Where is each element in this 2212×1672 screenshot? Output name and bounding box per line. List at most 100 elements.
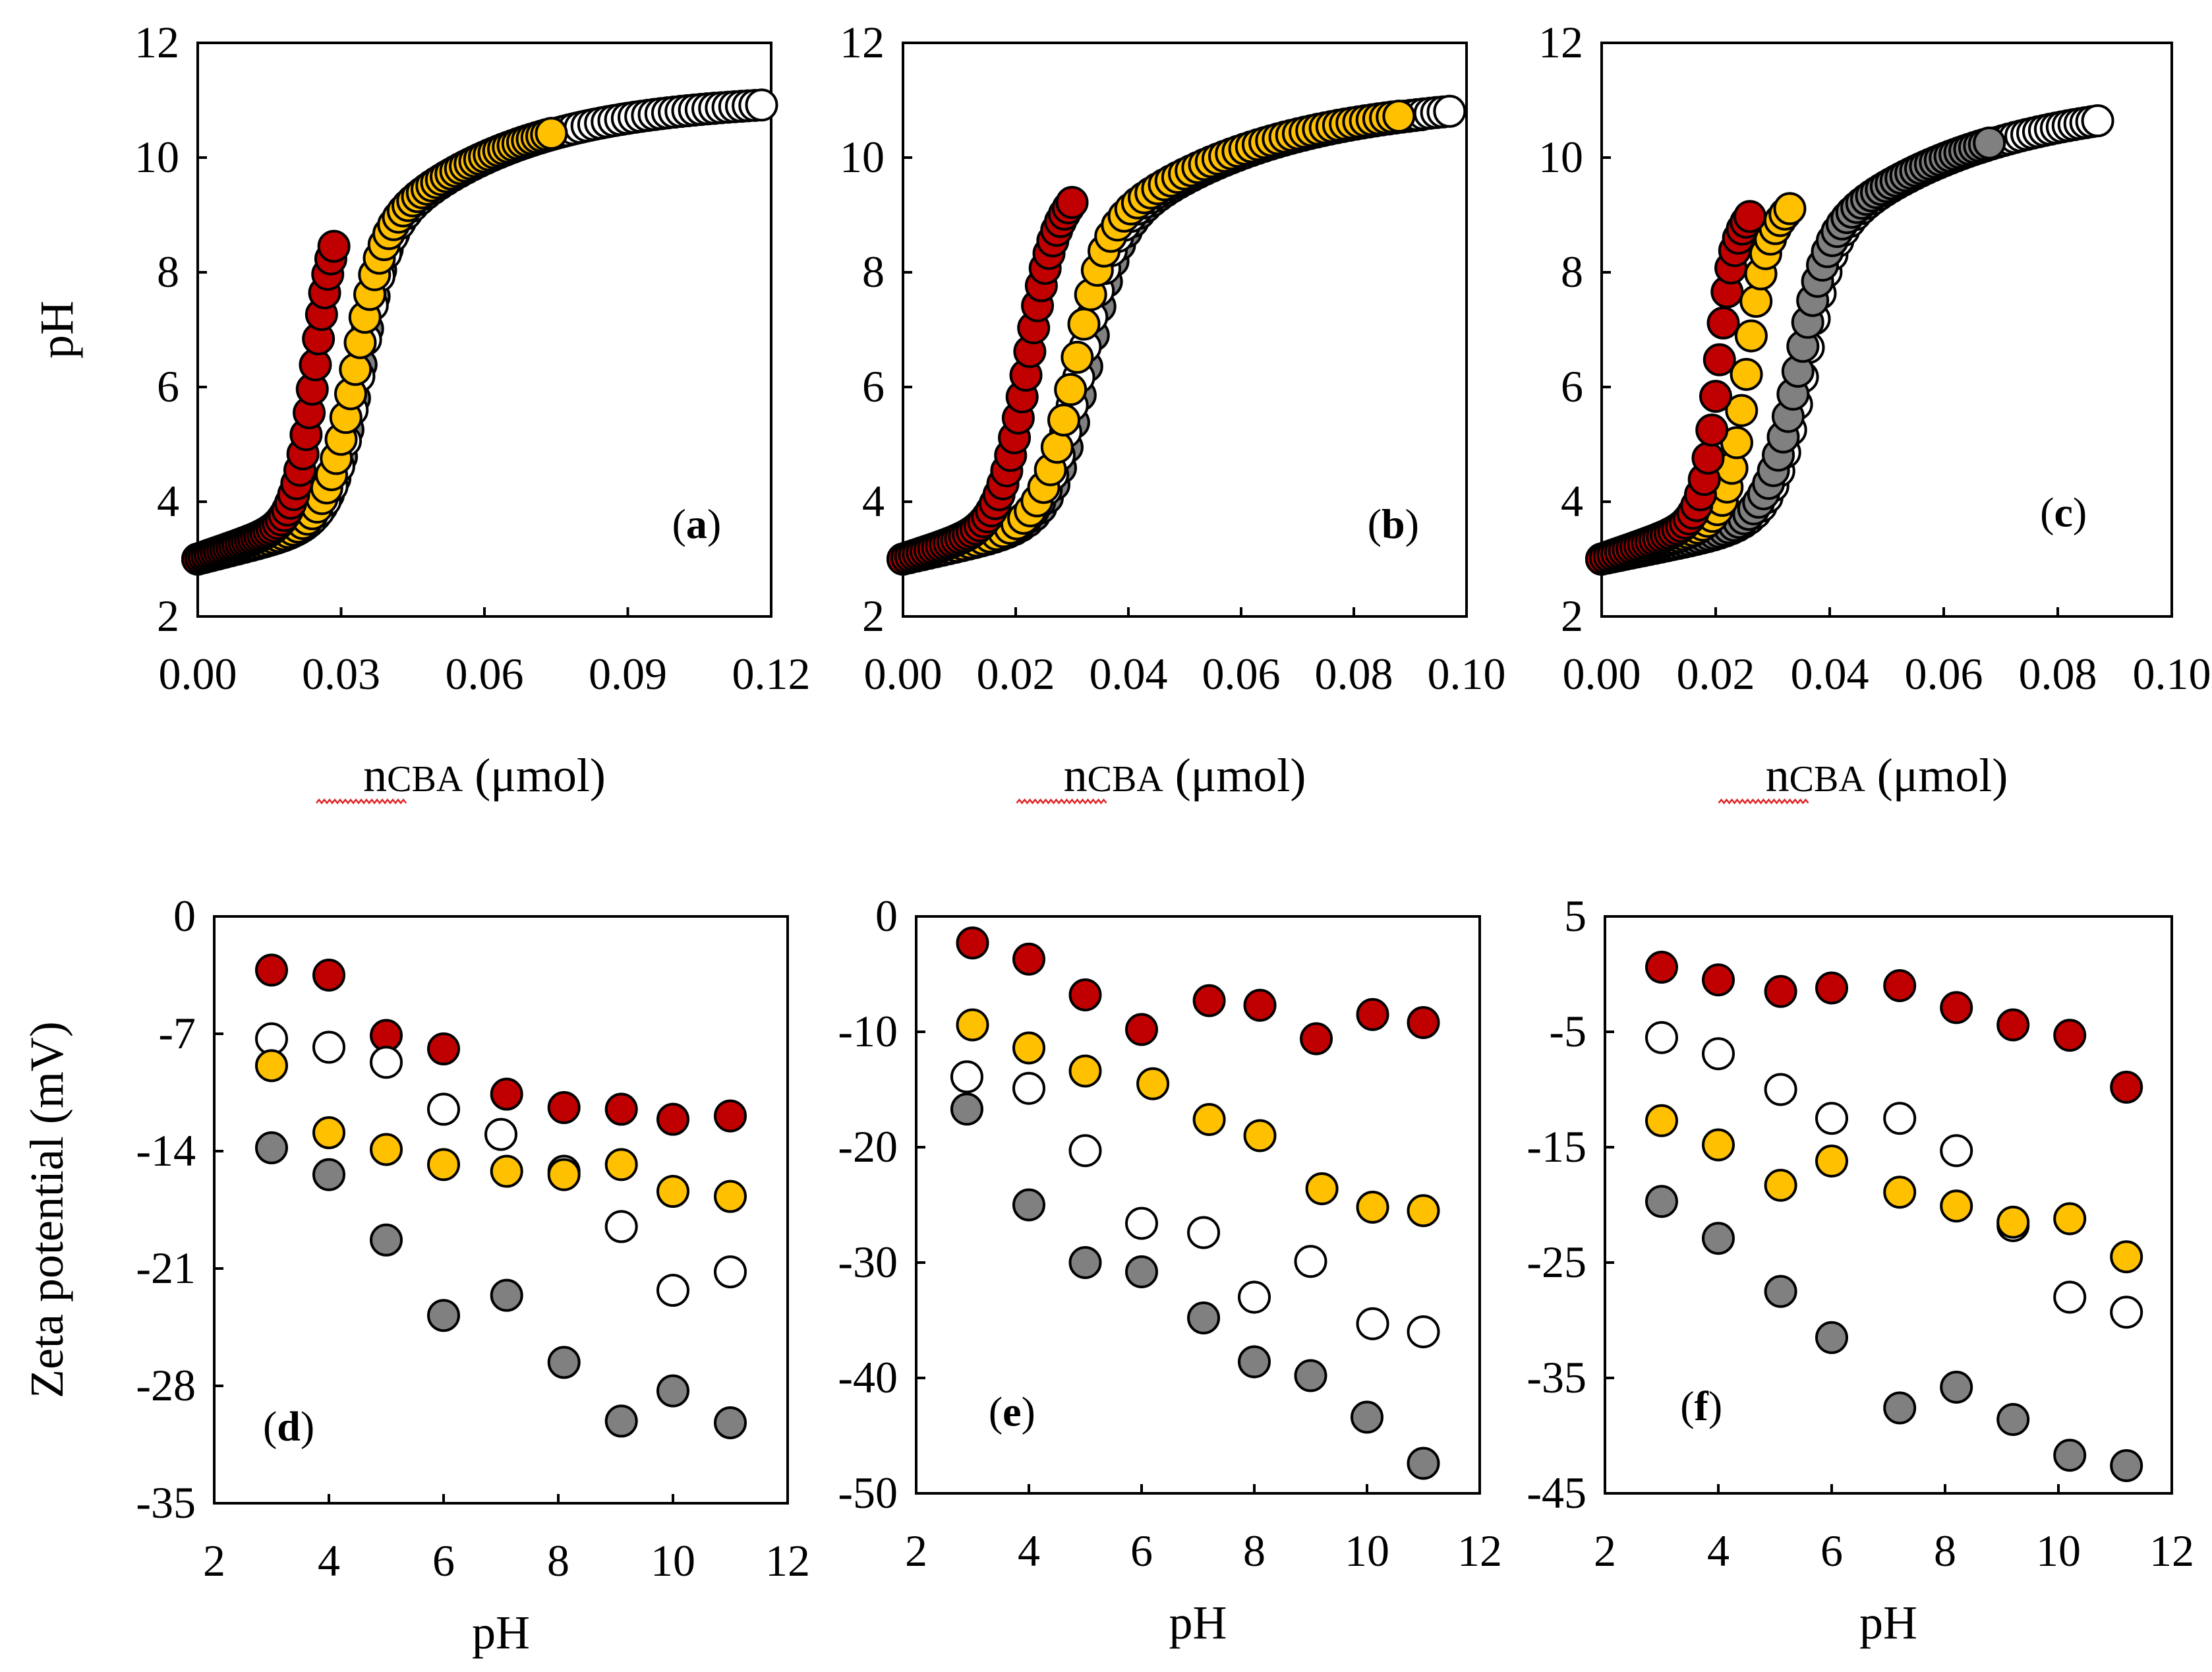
data-point-red [2110,1071,2143,1104]
data-point-white [312,1030,345,1064]
data-points [887,94,1467,576]
data-point-gray [1407,1447,1440,1480]
plot-frame [915,915,1481,1495]
y-tick-label: 4 [157,476,179,526]
data-point-gray [255,1131,288,1164]
y-tick-label: 12 [840,17,885,67]
y-tick-label: -14 [136,1125,196,1176]
data-point-yellow [1243,1119,1277,1152]
y-tick-label: -35 [136,1478,196,1528]
data-point-gray [656,1374,689,1408]
data-point-yellow [1815,1145,1848,1178]
y-tick-label: -40 [838,1352,898,1402]
data-point-white [950,1060,983,1094]
data-point-yellow [1382,100,1416,133]
data-point-yellow [1356,1191,1389,1224]
data-point-white [714,1255,747,1289]
x-axis-label: pH [1859,1596,1917,1649]
data-point-white [1187,1216,1221,1249]
data-point-white [427,1092,460,1126]
y-tick-label: 6 [1561,361,1583,411]
x-tick-label: 0.06 [1202,649,1281,699]
y-tick-label: 10 [134,132,179,182]
data-point-yellow [1883,1176,1917,1209]
data-point-gray [1645,1185,1678,1218]
data-point-gray [1883,1391,1917,1425]
x-tick-label: 8 [1243,1526,1266,1576]
data-point-gray [427,1299,460,1332]
x-tick-label: 8 [1934,1526,1956,1576]
data-point-gray [1125,1255,1158,1288]
data-points [1585,104,2114,576]
data-point-yellow [1040,431,1074,464]
data-point-red [1192,984,1226,1017]
y-tick-label: -15 [1527,1121,1586,1172]
x-tick-label: 4 [1018,1526,1040,1576]
x-tick-label: 6 [432,1536,455,1586]
data-point-gray [1702,1222,1735,1255]
data-point-white [1702,1037,1735,1071]
y-tick-label: -30 [838,1237,898,1287]
y-tick-label: 8 [157,247,179,297]
x-tick-label: 12 [2149,1526,2194,1576]
data-point-gray [1973,126,2006,160]
x-tick-label: 0.04 [1090,649,1168,699]
data-point-red [1883,969,1917,1002]
x-tick-label: 0.03 [302,649,380,699]
y-tick-label: 4 [1561,476,1583,526]
data-point-white [2081,104,2114,138]
y-tick-label: -7 [158,1008,196,1058]
data-point-red [1691,441,1725,475]
data-point-white [1238,1280,1271,1314]
data-point-yellow [312,1116,345,1150]
data-point-yellow [714,1179,747,1213]
data-point-gray [312,1158,345,1191]
x-tick-label: 2 [905,1526,927,1576]
y-tick-label: 4 [862,476,885,526]
data-point-white [745,88,778,122]
panel-f-zeta-chart: 2 4 6 8 10 12 -45 -35 -25 -15 -5 5 pH (f) [1527,891,2194,1649]
data-point-red [714,1099,747,1133]
x-tick-label: 0.02 [1677,649,1755,699]
y-axis-label: pH [30,301,83,359]
data-point-white [2053,1280,2087,1314]
data-point-gray [1068,1246,1102,1279]
data-point-gray [1238,1345,1271,1379]
data-point-white [1012,1071,1045,1105]
x-tick-label: 0.02 [977,649,1055,699]
data-point-red [1407,1006,1440,1039]
x-tick-label: 12 [765,1536,810,1586]
spellcheck-underline [1016,798,1107,805]
data-point-red [490,1077,523,1111]
x-tick-label: 4 [1707,1526,1730,1576]
y-tick-label: -20 [838,1121,898,1172]
data-point-white [1645,1021,1678,1054]
data-point-red [1764,974,1797,1008]
x-tick-label: 0.00 [1563,649,1641,699]
data-point-red [1695,413,1729,447]
data-point-yellow [490,1154,523,1188]
data-point-gray [1940,1371,1973,1404]
data-point-yellow [1305,1172,1339,1205]
x-tick-label: 0.06 [446,649,524,699]
data-points [950,926,1440,1480]
data-point-red [956,926,989,960]
y-tick-label: 6 [157,361,179,411]
data-point-yellow [1645,1104,1678,1137]
data-point-gray [1187,1301,1221,1334]
data-point-red [1645,951,1678,984]
y-tick-label: 12 [1538,17,1583,67]
data-point-gray [1351,1400,1383,1434]
y-tick-label: -28 [136,1360,196,1410]
y-tick-label: 6 [862,361,885,411]
data-point-yellow [547,1158,581,1191]
data-point-white [1433,94,1467,128]
data-point-white [1883,1102,1917,1135]
x-tick-label: 0.09 [589,649,667,699]
data-point-red [1815,971,1848,1005]
data-point-red [317,229,351,263]
data-point-red [1733,200,1766,233]
panel-c-titration-chart: 0.00 0.02 0.04 0.06 0.08 0.10 2 4 6 8 10 12 nCBA (μm… [1538,17,2211,805]
data-point-white [370,1046,403,1079]
data-point-yellow [255,1049,288,1083]
